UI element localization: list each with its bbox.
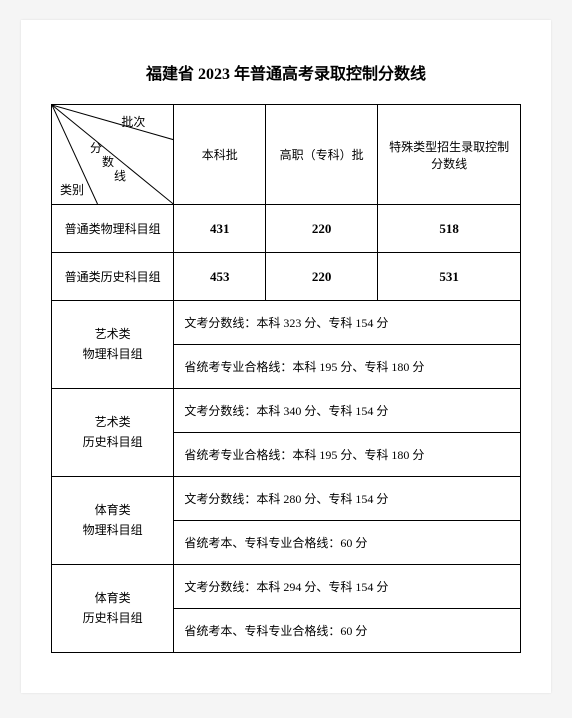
cell-text: 省统考专业合格线：本科 195 分、专科 180 分 [174,345,521,389]
header-label-score3: 线 [114,167,126,184]
header-row: 批次 分 数 线 类别 本科批 高职（专科）批 特殊类型招生录取控制分数线 [52,105,521,205]
label-line2: 历史科目组 [83,435,143,449]
page-title: 福建省 2023 年普通高考录取控制分数线 [51,60,521,84]
cell-benke: 431 [174,205,266,253]
header-col-zhuanke: 高职（专科）批 [266,105,378,205]
cell-zhuanke: 220 [266,205,378,253]
label-line2: 物理科目组 [83,347,143,361]
row-putong-wuli: 普通类物理科目组 431 220 518 [52,205,521,253]
header-label-category: 类别 [60,181,84,198]
cell-text: 文考分数线：本科 280 分、专科 154 分 [174,477,521,521]
header-col-special: 特殊类型招生录取控制分数线 [378,105,521,205]
label-line1: 体育类 [95,591,131,605]
cell-label-yishu-lishi: 艺术类 历史科目组 [52,389,174,477]
label-line2: 历史科目组 [83,611,143,625]
cell-label-tiyu-wuli: 体育类 物理科目组 [52,477,174,565]
header-label-score2: 数 [102,153,114,170]
header-label-batch: 批次 [121,113,145,130]
row-yishu-wuli-1: 艺术类 物理科目组 文考分数线：本科 323 分、专科 154 分 [52,301,521,345]
cell-special: 518 [378,205,521,253]
cell-text: 省统考本、专科专业合格线：60 分 [174,609,521,653]
label-line1: 艺术类 [95,415,131,429]
row-tiyu-wuli-1: 体育类 物理科目组 文考分数线：本科 280 分、专科 154 分 [52,477,521,521]
label-line2: 物理科目组 [83,523,143,537]
cell-zhuanke: 220 [266,253,378,301]
cell-label-tiyu-lishi: 体育类 历史科目组 [52,565,174,653]
document-page: 福建省 2023 年普通高考录取控制分数线 批次 分 数 线 类别 本科批 [21,20,551,693]
row-putong-lishi: 普通类历史科目组 453 220 531 [52,253,521,301]
cell-label: 普通类物理科目组 [52,205,174,253]
cell-text: 文考分数线：本科 294 分、专科 154 分 [174,565,521,609]
row-tiyu-lishi-1: 体育类 历史科目组 文考分数线：本科 294 分、专科 154 分 [52,565,521,609]
cell-text: 省统考专业合格线：本科 195 分、专科 180 分 [174,433,521,477]
header-col-benke: 本科批 [174,105,266,205]
label-line1: 艺术类 [95,327,131,341]
cell-text: 文考分数线：本科 323 分、专科 154 分 [174,301,521,345]
cell-benke: 453 [174,253,266,301]
diagonal-header-cell: 批次 分 数 线 类别 [52,105,174,205]
cell-label-yishu-wuli: 艺术类 物理科目组 [52,301,174,389]
score-table: 批次 分 数 线 类别 本科批 高职（专科）批 特殊类型招生录取控制分数线 普通… [51,104,521,653]
header-label-score1: 分 [90,139,102,156]
cell-special: 531 [378,253,521,301]
cell-text: 省统考本、专科专业合格线：60 分 [174,521,521,565]
cell-label: 普通类历史科目组 [52,253,174,301]
row-yishu-lishi-1: 艺术类 历史科目组 文考分数线：本科 340 分、专科 154 分 [52,389,521,433]
cell-text: 文考分数线：本科 340 分、专科 154 分 [174,389,521,433]
label-line1: 体育类 [95,503,131,517]
